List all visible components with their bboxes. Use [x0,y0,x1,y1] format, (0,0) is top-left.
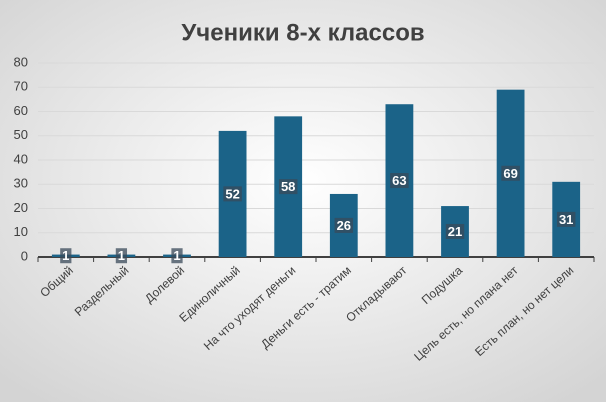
data-label: 69 [503,166,517,181]
data-label-bg [171,248,183,264]
y-tick-label: 20 [14,200,28,215]
data-label-bg [60,248,72,264]
data-label: 31 [559,212,573,227]
data-label: 1 [62,248,69,263]
data-label-bg [334,217,354,233]
data-label: 1 [173,248,180,263]
data-label-bg [445,223,465,239]
chart-title: Ученики 8-х классов [181,19,424,46]
data-label: 26 [337,218,351,233]
data-label: 58 [281,179,295,194]
y-tick-label: 40 [14,151,28,166]
data-label-bg [278,179,298,195]
y-tick-label: 70 [14,79,28,94]
data-label-bg [115,248,128,264]
y-tick-label: 80 [14,54,28,69]
y-tick-label: 60 [14,103,28,118]
data-label-bg [390,173,409,189]
data-label: 21 [448,224,462,239]
y-tick-label: 0 [21,248,28,263]
data-label-bg [501,165,520,181]
y-tick-label: 10 [14,224,28,239]
data-label-bg [223,186,242,202]
data-label: 1 [118,248,125,263]
data-label-bg [556,211,576,227]
data-label: 63 [392,173,406,188]
data-label: 52 [225,186,239,201]
y-tick-label: 30 [14,176,28,191]
y-tick-label: 50 [14,127,28,142]
